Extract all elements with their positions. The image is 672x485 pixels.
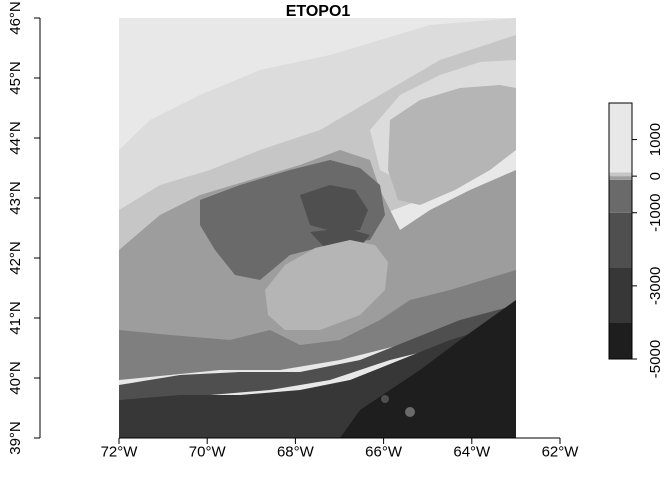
legend-band [609, 176, 632, 180]
legend-band [609, 212, 632, 268]
georges-bank [265, 240, 388, 330]
x-tick-label: 72°W [101, 443, 139, 460]
legend-band [609, 267, 632, 323]
legend-frame [608, 102, 633, 360]
y-tick-label: 39°N [7, 421, 24, 455]
y-tick-label: 41°N [7, 301, 24, 335]
x-axis: 72°W 70°W 68°W 66°W 64°W 62°W [101, 437, 580, 460]
seamount-1 [381, 395, 389, 403]
legend-tick-label: 0 [647, 172, 664, 180]
y-tick-label: 44°N [7, 121, 24, 155]
y-tick-label: 46°N [7, 1, 24, 35]
y-tick-label: 42°N [7, 241, 24, 275]
legend-tick-label: 1000 [647, 123, 664, 156]
legend-band [609, 103, 632, 173]
elevation-raster [119, 18, 516, 438]
basin-deep [300, 185, 368, 232]
legend-band [609, 179, 632, 213]
map-title: ETOPO1 [286, 3, 351, 20]
legend-tick-label: -3000 [647, 267, 664, 305]
scotian-shelf-bank [388, 85, 516, 205]
legend: -5000 -3000 -1000 0 1000 [608, 102, 664, 378]
continental-slope [119, 270, 516, 380]
y-tick-label: 43°N [7, 181, 24, 215]
legend-tick-label: -5000 [647, 340, 664, 378]
legend-band [609, 172, 632, 177]
y-axis: 39°N 40°N 41°N 42°N 43°N 44°N 45°N 46°N [7, 1, 41, 455]
legend-band [609, 322, 632, 359]
x-tick-label: 66°W [365, 443, 403, 460]
y-tick-label: 45°N [7, 61, 24, 95]
seamount-2 [405, 407, 415, 417]
x-tick-label: 70°W [189, 443, 227, 460]
y-tick-label: 40°N [7, 361, 24, 395]
abyssal-plain [340, 300, 516, 438]
legend-tick-label: -1000 [647, 194, 664, 232]
x-tick-label: 64°W [453, 443, 491, 460]
x-tick-label: 68°W [277, 443, 315, 460]
x-tick-label: 62°W [542, 443, 580, 460]
slope-lower [119, 305, 516, 405]
